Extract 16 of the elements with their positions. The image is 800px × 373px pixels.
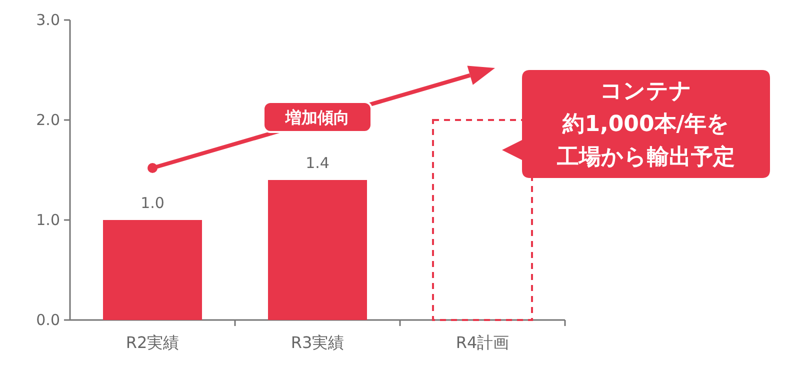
annotation: 増加傾向 [284, 108, 350, 127]
y-tick-label: 2.0 [36, 111, 60, 129]
x-tick-label: R2実績 [126, 333, 180, 352]
bar [268, 180, 367, 320]
y-tick-label: 0.0 [36, 311, 60, 329]
y-tick-label: 1.0 [36, 211, 60, 229]
annotation: 工場から輸出予定 [556, 144, 735, 170]
x-tick-label: R3実績 [290, 333, 344, 352]
data-label: 1.4 [306, 154, 330, 172]
text: コンテナ [600, 79, 692, 104]
bar [432, 119, 533, 321]
y-tick-label: 3.0 [36, 11, 60, 29]
x-tick-label: R4計画 [456, 333, 510, 352]
bar [103, 220, 202, 320]
annotation: 約1,000本/年を [562, 112, 730, 137]
data-label: 1.0 [140, 194, 164, 212]
